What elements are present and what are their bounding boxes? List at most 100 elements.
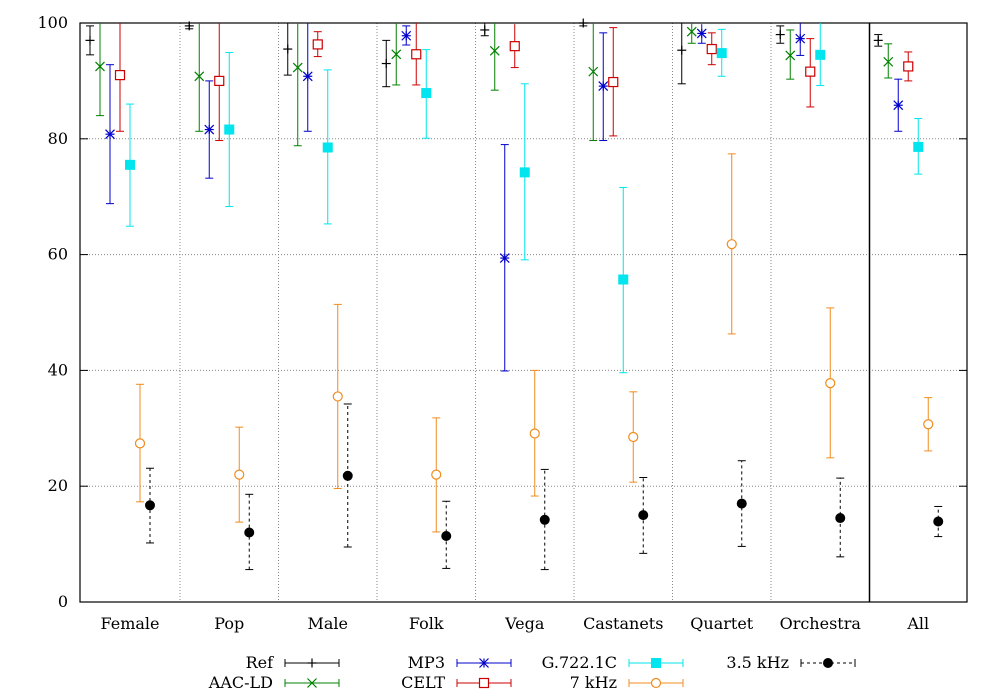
data-point — [716, 48, 727, 59]
y-tick-label: 60 — [48, 245, 68, 264]
legend-marker — [479, 658, 489, 668]
marker-shape — [716, 48, 727, 59]
data-point — [302, 71, 313, 82]
data-point — [145, 500, 155, 511]
marker-shape — [509, 41, 520, 52]
data-point — [401, 30, 412, 41]
data-point — [873, 35, 883, 45]
marker-stroke — [391, 49, 402, 60]
x-tick-label: Folk — [409, 614, 444, 633]
data-point — [381, 59, 391, 69]
marker-shape — [823, 658, 833, 668]
data-point — [638, 510, 649, 521]
marker-shape — [134, 438, 146, 449]
marker-shape — [825, 378, 836, 389]
data-point — [204, 124, 215, 135]
marker-stroke — [105, 129, 115, 140]
legend-marker — [307, 658, 317, 668]
data-point — [105, 129, 115, 140]
marker-shape — [332, 391, 343, 402]
data-point — [214, 75, 225, 87]
marker-shape — [736, 498, 747, 509]
marker-stroke — [302, 71, 313, 82]
data-point — [588, 66, 599, 77]
marker-stroke — [588, 66, 599, 77]
series-7-khz — [134, 153, 934, 533]
marker-stroke — [401, 30, 412, 41]
y-tick-label: 20 — [48, 476, 68, 495]
marker-stroke — [785, 50, 796, 61]
marker-shape — [342, 470, 353, 481]
data-point — [539, 514, 550, 525]
marker-shape — [706, 43, 717, 55]
data-point — [244, 527, 255, 538]
marker-shape — [214, 75, 225, 87]
data-point — [923, 419, 934, 430]
legend-item: G.722.1C — [542, 653, 684, 672]
marker-shape — [529, 428, 540, 439]
marker-shape — [145, 500, 155, 511]
data-point — [342, 470, 353, 481]
grid-layer — [80, 23, 967, 602]
marker-shape — [805, 66, 816, 77]
marker-shape — [478, 677, 490, 689]
data-point — [292, 62, 303, 73]
data-point — [815, 49, 826, 60]
data-point — [85, 35, 95, 45]
data-point — [598, 81, 609, 92]
data-point — [480, 25, 490, 35]
marker-stroke — [795, 33, 806, 44]
marker-shape — [835, 513, 846, 524]
y-tick-label: 100 — [37, 13, 68, 32]
marker-shape — [421, 88, 432, 99]
data-point — [883, 56, 894, 67]
data-point — [795, 33, 806, 44]
legend-item: MP3 — [408, 653, 512, 672]
data-point — [529, 428, 540, 439]
data-point — [913, 141, 924, 152]
data-point — [134, 438, 146, 449]
data-point — [519, 167, 530, 178]
data-point — [775, 30, 785, 40]
legend-marker — [650, 677, 662, 689]
marker-stroke — [696, 28, 707, 39]
marker-stroke — [204, 124, 215, 135]
marker-stroke — [194, 71, 205, 82]
data-point — [332, 391, 343, 402]
data-point — [893, 100, 904, 111]
data-point — [726, 239, 737, 250]
legend-item: 3.5 kHz — [726, 653, 856, 672]
marker-stroke — [479, 658, 489, 668]
series-celt — [114, 23, 914, 142]
x-tick-label: Pop — [214, 614, 244, 633]
legend-item: Ref — [246, 653, 340, 672]
legend-marker — [478, 677, 490, 689]
data-point — [391, 49, 402, 60]
data-point — [933, 516, 944, 527]
marker-shape — [125, 159, 135, 170]
data-point — [114, 70, 126, 81]
marker-stroke — [893, 100, 904, 111]
data-point — [283, 44, 293, 54]
data-point — [224, 124, 235, 135]
data-point — [312, 39, 323, 50]
legend-label: 3.5 kHz — [726, 653, 789, 672]
data-point — [903, 61, 914, 72]
marker-shape — [114, 70, 126, 81]
data-point — [322, 142, 333, 153]
legend-label: Ref — [246, 653, 275, 672]
y-tick-label: 0 — [58, 592, 68, 611]
marker-shape — [618, 274, 629, 285]
marker-shape — [234, 469, 245, 480]
data-point — [441, 530, 452, 541]
data-point — [509, 41, 520, 52]
series-mp3 — [105, 23, 904, 372]
series-g-722-1c — [125, 23, 924, 374]
legend-label: CELT — [401, 673, 445, 692]
data-point — [499, 253, 510, 263]
legend-item: AAC-LD — [208, 673, 340, 692]
marker-shape — [441, 530, 452, 541]
data-point — [95, 61, 105, 72]
legend-label: AAC-LD — [208, 673, 273, 692]
